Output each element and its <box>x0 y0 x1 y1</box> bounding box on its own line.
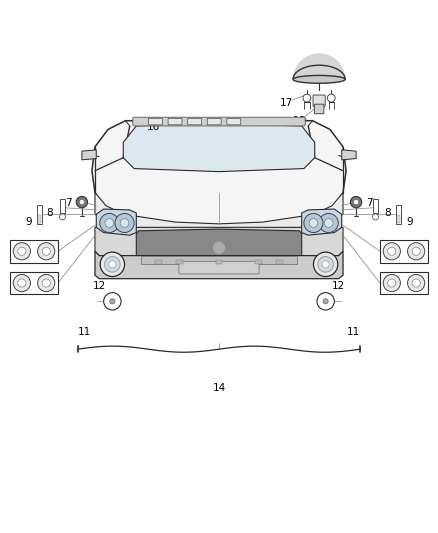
Bar <box>380 240 428 263</box>
FancyBboxPatch shape <box>179 261 259 274</box>
Polygon shape <box>136 229 302 264</box>
Circle shape <box>353 199 359 205</box>
Circle shape <box>319 213 338 232</box>
Bar <box>396 215 400 223</box>
Circle shape <box>76 197 88 208</box>
FancyBboxPatch shape <box>187 118 201 125</box>
Circle shape <box>109 261 116 268</box>
Circle shape <box>38 243 55 260</box>
Bar <box>10 240 58 263</box>
Wedge shape <box>293 53 345 79</box>
Circle shape <box>412 279 420 287</box>
Polygon shape <box>96 209 136 235</box>
Text: 8: 8 <box>46 208 53 218</box>
Text: 16: 16 <box>147 122 160 132</box>
Text: 12: 12 <box>93 281 106 291</box>
FancyBboxPatch shape <box>227 118 241 125</box>
Circle shape <box>323 298 328 304</box>
Circle shape <box>104 293 121 310</box>
Circle shape <box>388 247 396 255</box>
Circle shape <box>18 247 26 255</box>
Circle shape <box>372 214 378 220</box>
Ellipse shape <box>293 76 345 83</box>
Text: 9: 9 <box>406 217 413 227</box>
FancyBboxPatch shape <box>314 104 324 114</box>
Circle shape <box>407 274 425 292</box>
Circle shape <box>388 279 396 287</box>
Circle shape <box>303 94 311 102</box>
Text: 7: 7 <box>66 198 72 208</box>
Bar <box>254 261 261 264</box>
Text: 6: 6 <box>417 279 424 289</box>
Circle shape <box>100 213 119 232</box>
Polygon shape <box>92 120 346 225</box>
Circle shape <box>100 252 124 277</box>
Polygon shape <box>95 228 343 266</box>
Circle shape <box>38 274 55 292</box>
Text: 12: 12 <box>332 281 345 291</box>
Text: 11: 11 <box>347 327 360 337</box>
Circle shape <box>309 219 318 228</box>
Text: 1: 1 <box>417 246 424 256</box>
Circle shape <box>383 274 400 292</box>
FancyBboxPatch shape <box>148 118 162 125</box>
Circle shape <box>18 279 26 287</box>
Polygon shape <box>342 150 356 160</box>
Text: 9: 9 <box>25 217 32 227</box>
Circle shape <box>322 261 329 268</box>
Bar <box>155 261 162 264</box>
Circle shape <box>327 94 335 102</box>
Circle shape <box>60 214 66 220</box>
Circle shape <box>314 252 338 277</box>
Bar <box>60 199 65 213</box>
Polygon shape <box>82 150 96 160</box>
Bar <box>373 199 378 213</box>
Text: 7: 7 <box>366 198 372 208</box>
Bar <box>38 215 42 223</box>
Circle shape <box>350 197 362 208</box>
Circle shape <box>120 219 129 228</box>
Text: 14: 14 <box>212 383 226 393</box>
FancyBboxPatch shape <box>168 118 182 125</box>
Circle shape <box>79 199 85 205</box>
Circle shape <box>412 247 420 255</box>
Bar <box>396 205 401 224</box>
FancyBboxPatch shape <box>313 95 325 107</box>
Polygon shape <box>95 192 343 230</box>
Circle shape <box>304 213 323 232</box>
Circle shape <box>105 219 114 228</box>
Circle shape <box>42 279 50 287</box>
Text: 6: 6 <box>14 279 21 289</box>
Text: 17: 17 <box>280 98 293 108</box>
Bar <box>141 256 297 264</box>
Circle shape <box>13 274 31 292</box>
Circle shape <box>212 241 226 254</box>
Polygon shape <box>95 251 343 279</box>
Circle shape <box>318 256 333 272</box>
Bar <box>380 272 428 294</box>
Bar <box>37 205 42 224</box>
Circle shape <box>317 293 334 310</box>
Polygon shape <box>123 124 315 172</box>
FancyBboxPatch shape <box>207 118 221 125</box>
Text: 1: 1 <box>14 246 21 256</box>
Text: 18: 18 <box>293 116 306 126</box>
Text: 8: 8 <box>385 208 391 218</box>
Bar <box>10 272 58 294</box>
Bar <box>215 261 223 264</box>
FancyBboxPatch shape <box>133 117 305 126</box>
Circle shape <box>105 256 120 272</box>
Bar <box>276 261 283 264</box>
Circle shape <box>115 213 134 232</box>
Text: 16: 16 <box>325 68 339 78</box>
Circle shape <box>42 247 50 255</box>
Text: 11: 11 <box>78 327 91 337</box>
Circle shape <box>13 243 31 260</box>
Circle shape <box>110 298 115 304</box>
Circle shape <box>407 243 425 260</box>
Polygon shape <box>302 209 342 235</box>
Circle shape <box>383 243 400 260</box>
Circle shape <box>324 219 333 228</box>
Bar <box>177 261 184 264</box>
